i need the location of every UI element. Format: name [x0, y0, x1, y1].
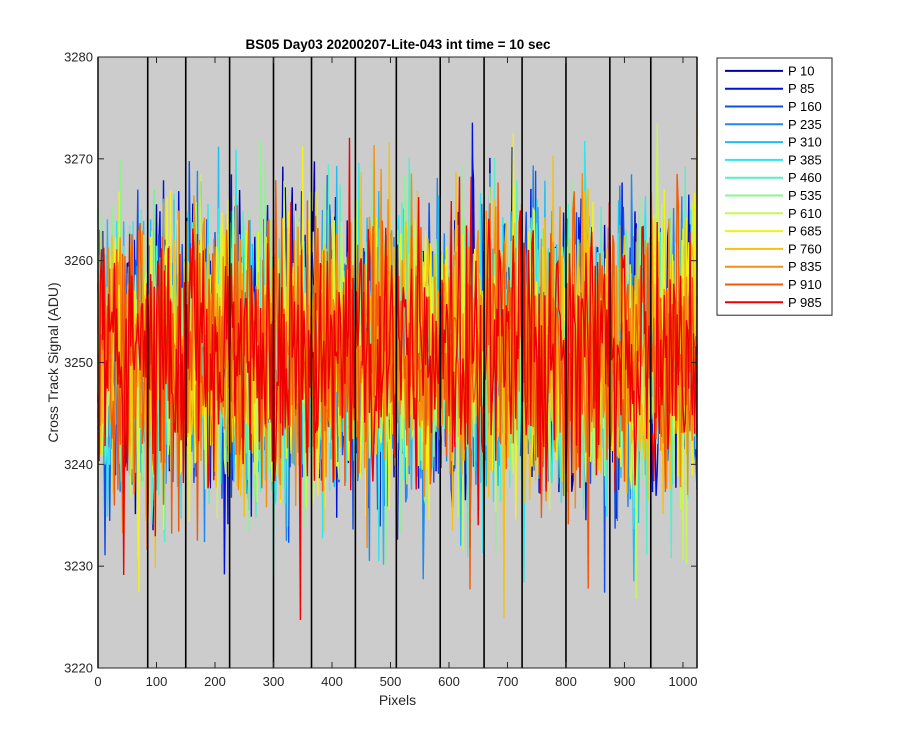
legend-label: P 385 [788, 152, 822, 167]
y-tick-label: 3280 [64, 50, 93, 65]
legend-label: P 610 [788, 206, 822, 221]
y-tick-label: 3250 [64, 355, 93, 370]
series-line-p-985 [97, 137, 698, 621]
legend-label: P 760 [788, 241, 822, 256]
y-tick-label: 3220 [64, 661, 93, 676]
legend-label: P 910 [788, 277, 822, 292]
legend-label: P 160 [788, 99, 822, 114]
y-tick-label: 3230 [64, 559, 93, 574]
x-tick-label: 600 [438, 674, 460, 689]
legend-label: P 310 [788, 135, 822, 150]
y-tick-label: 3270 [64, 151, 93, 166]
chart-title: BS05 Day03 20200207-Lite-043 int time = … [245, 37, 551, 52]
x-tick-label: 300 [263, 674, 285, 689]
series-layer [97, 111, 698, 621]
y-tick-label: 3260 [64, 253, 93, 268]
x-tick-label: 0 [94, 674, 101, 689]
legend-label: P 235 [788, 117, 822, 132]
legend-label: P 835 [788, 259, 822, 274]
legend-label: P 535 [788, 188, 822, 203]
x-tick-label: 500 [380, 674, 402, 689]
y-tick-label: 3240 [64, 457, 93, 472]
x-tick-label: 700 [497, 674, 519, 689]
x-tick-label: 900 [614, 674, 636, 689]
x-tick-label: 200 [204, 674, 226, 689]
tick-layer: 0 100 200 300 400 500 600 700 800 900 1000 3220 3230… [64, 50, 697, 690]
legend-box [716, 57, 833, 316]
x-tick-label: 1000 [669, 674, 698, 689]
legend-label: P 985 [788, 295, 822, 310]
legend-label: P 685 [788, 224, 822, 239]
x-tick-label: 800 [555, 674, 577, 689]
x-tick-label: 100 [146, 674, 168, 689]
x-tick-label: 400 [321, 674, 343, 689]
plot-area: 0 100 200 300 400 500 600 700 800 900 1000 3220 3230… [64, 50, 698, 690]
legend-label: P 10 [788, 63, 815, 78]
legend: P 10 P 85 P 160 P 235 P 310 P 385 P 460 P 535 P … [716, 57, 833, 316]
y-axis-title: Cross Track Signal (ADU) [45, 282, 61, 442]
legend-label: P 460 [788, 170, 822, 185]
x-axis-title: Pixels [379, 692, 416, 708]
legend-label: P 85 [788, 81, 815, 96]
